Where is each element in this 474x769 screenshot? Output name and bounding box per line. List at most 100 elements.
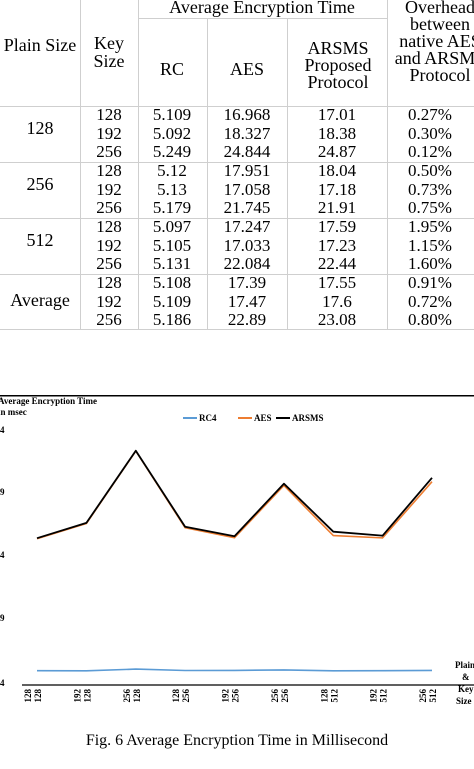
table-hline bbox=[0, 218, 474, 219]
group-label: 512 bbox=[26, 230, 54, 250]
table-cell-overhead: 0.75% bbox=[408, 198, 452, 217]
series-line-aes bbox=[36, 450, 433, 540]
y-tick-label: 9 bbox=[0, 487, 5, 497]
table-cell-rc: 5.109 bbox=[152, 292, 192, 311]
table-cell-overhead: 1.15% bbox=[408, 236, 452, 255]
x-axis-label-line2: & bbox=[462, 672, 470, 682]
table-cell-overhead: 0.80% bbox=[408, 310, 452, 329]
table-vline bbox=[80, 0, 81, 330]
table-cell-key: 128 bbox=[96, 105, 122, 124]
header-overhead: Overhead between native AES and ARSMS Pr… bbox=[394, 0, 474, 85]
x-axis-label-line4: Size bbox=[456, 696, 472, 706]
x-tick-key-size: 192 bbox=[369, 689, 379, 703]
x-tick-key-size: 128 bbox=[171, 689, 181, 703]
table-cell-rc: 5.186 bbox=[152, 310, 192, 329]
table-cell-aes: 22.084 bbox=[223, 254, 271, 273]
table-vline bbox=[207, 18, 208, 330]
x-tick-plain-size: 512 bbox=[379, 689, 389, 703]
table-cell-key: 192 bbox=[96, 180, 122, 199]
series-lines bbox=[36, 449, 433, 672]
table-cell-arsms: 17.23 bbox=[317, 236, 357, 255]
table-cell-arsms: 23.08 bbox=[317, 310, 357, 329]
table-cell-rc: 5.108 bbox=[152, 273, 192, 292]
table-cell-aes: 22.89 bbox=[227, 310, 267, 329]
encryption-time-line-chart: Average Encryption Time in msec RC4 AES AR… bbox=[0, 395, 474, 706]
table-cell-key: 256 bbox=[96, 198, 122, 217]
table-cell-arsms: 17.01 bbox=[317, 105, 357, 124]
table-cell-key: 128 bbox=[96, 273, 122, 292]
table-cell-overhead: 0.27% bbox=[408, 105, 452, 124]
y-axis-label-line1: Average Encryption Time bbox=[0, 396, 97, 406]
table-hline bbox=[0, 274, 474, 275]
table-hline bbox=[0, 329, 474, 330]
legend-label-rc4: RC4 bbox=[199, 413, 217, 423]
table-cell-aes: 17.247 bbox=[223, 217, 271, 236]
table-cell-overhead: 1.60% bbox=[408, 254, 452, 273]
table-cell-key: 256 bbox=[96, 254, 122, 273]
x-tick-key-size: 256 bbox=[122, 689, 132, 703]
table-hline bbox=[138, 18, 387, 19]
table-cell-rc: 5.109 bbox=[152, 105, 192, 124]
table-cell-arsms: 18.38 bbox=[317, 124, 357, 143]
x-tick-plain-size: 128 bbox=[132, 689, 142, 703]
table-hline bbox=[0, 162, 474, 163]
table-cell-rc: 5.12 bbox=[157, 161, 187, 180]
table-cell-arsms: 22.44 bbox=[317, 254, 357, 273]
x-tick-plain-size: 256 bbox=[181, 689, 191, 703]
table-cell-key: 192 bbox=[96, 124, 122, 143]
table-vline bbox=[287, 18, 288, 330]
x-tick-key-size: 128 bbox=[319, 689, 329, 703]
table-cell-rc: 5.131 bbox=[152, 254, 192, 273]
table-cell-overhead: 1.95% bbox=[408, 217, 452, 236]
x-tick-plain-size: 512 bbox=[428, 689, 438, 703]
y-tick-label: 4 bbox=[0, 678, 5, 688]
table-hline bbox=[0, 106, 474, 107]
table-cell-key: 128 bbox=[96, 161, 122, 180]
table-cell-arsms: 17.6 bbox=[322, 292, 352, 311]
table-cell-aes: 18.327 bbox=[223, 124, 271, 143]
table-cell-rc: 5.097 bbox=[152, 217, 192, 236]
table-cell-arsms: 24.87 bbox=[317, 142, 357, 161]
header-average-encryption-time: Average Encryption Time bbox=[169, 0, 355, 17]
group-label: 128 bbox=[26, 118, 54, 138]
table-cell-arsms: 18.04 bbox=[317, 161, 357, 180]
table-cell-overhead: 0.12% bbox=[408, 142, 452, 161]
x-tick-key-size: 128 bbox=[23, 689, 33, 703]
table-vline bbox=[387, 0, 388, 330]
x-tick-plain-size: 128 bbox=[82, 689, 92, 703]
figure-caption: Fig. 6 Average Encryption Time in Millis… bbox=[85, 732, 389, 749]
x-tick-key-size: 256 bbox=[418, 689, 428, 703]
table-cell-key: 256 bbox=[96, 142, 122, 161]
table-cell-key: 256 bbox=[96, 310, 122, 329]
group-label: 256 bbox=[26, 174, 54, 194]
table-cell-key: 192 bbox=[96, 236, 122, 255]
y-tick-label: 9 bbox=[0, 613, 5, 623]
table-cell-rc: 5.092 bbox=[152, 124, 192, 143]
table-cell-rc: 5.13 bbox=[157, 180, 187, 199]
table-cell-arsms: 17.18 bbox=[317, 180, 357, 199]
x-tick-key-size: 192 bbox=[221, 689, 231, 703]
y-axis-label-line2: in msec bbox=[0, 407, 27, 417]
x-tick-plain-size: 128 bbox=[33, 689, 43, 703]
series-line-arsms bbox=[36, 449, 433, 540]
table-cell-arsms: 21.91 bbox=[317, 198, 357, 217]
group-label: Average bbox=[10, 290, 70, 310]
y-tick-label: 4 bbox=[0, 550, 5, 560]
table-cell-overhead: 0.73% bbox=[408, 180, 452, 199]
table-cell-aes: 24.844 bbox=[223, 142, 271, 161]
header-aes: AES bbox=[229, 59, 265, 79]
table-cell-aes: 17.058 bbox=[223, 180, 271, 199]
table-cell-key: 192 bbox=[96, 292, 122, 311]
table-cell-aes: 21.745 bbox=[223, 198, 271, 217]
table-cell-arsms: 17.55 bbox=[317, 273, 357, 292]
results-table: Plain Size Key Size Average Encryption T… bbox=[0, 0, 474, 330]
